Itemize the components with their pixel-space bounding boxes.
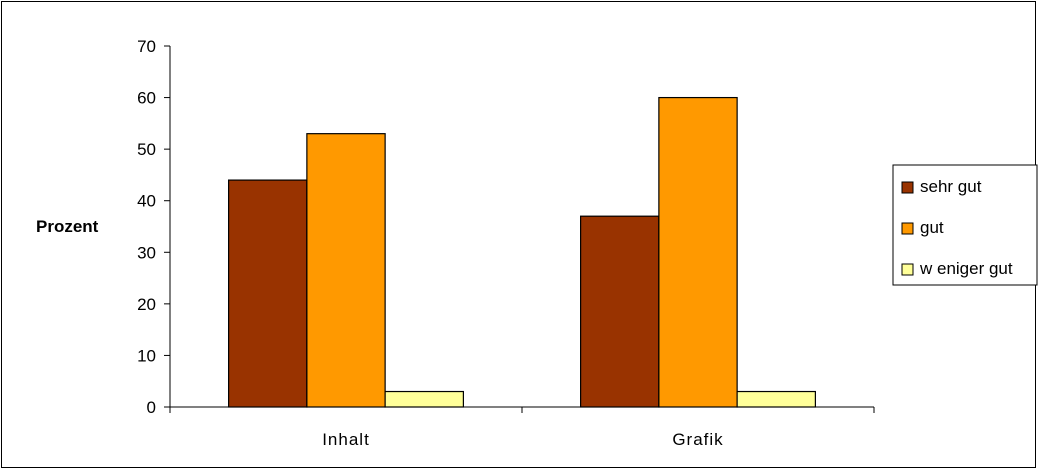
legend-swatch <box>901 222 914 235</box>
bar-gut-grafik <box>658 96 738 408</box>
y-tick-label: 40 <box>137 192 156 211</box>
y-axis-label: Prozent <box>36 217 99 236</box>
y-tick-label: 60 <box>137 89 156 108</box>
x-category-label: Inhalt <box>322 430 370 449</box>
y-tick-label: 70 <box>137 37 156 56</box>
legend-box <box>892 164 1038 286</box>
legend-label: sehr gut <box>920 177 982 196</box>
bar-sehr-gut-grafik <box>580 215 660 408</box>
legend: sehr gut gut w eniger gut <box>892 164 1038 286</box>
bar-w-eniger-gut-grafik <box>736 390 816 408</box>
y-tick-label: 10 <box>137 346 156 365</box>
x-category-label: Grafik <box>672 430 723 449</box>
x-axis: Inhalt Grafik <box>169 406 875 449</box>
bars <box>228 96 816 408</box>
y-tick-label: 20 <box>137 295 156 314</box>
legend-label: w eniger gut <box>919 259 1013 278</box>
legend-swatch <box>901 181 914 194</box>
bar-gut-inhalt <box>306 133 386 408</box>
legend-label: gut <box>920 218 944 237</box>
y-tick-label: 50 <box>137 140 156 159</box>
y-axis: 0 10 20 30 40 50 60 70 <box>137 37 171 417</box>
bar-sehr-gut-inhalt <box>228 179 308 408</box>
y-tick-label: 0 <box>147 398 156 417</box>
y-tick-label: 30 <box>137 243 156 262</box>
legend-swatch <box>901 263 914 276</box>
bar-w-eniger-gut-inhalt <box>384 390 464 408</box>
